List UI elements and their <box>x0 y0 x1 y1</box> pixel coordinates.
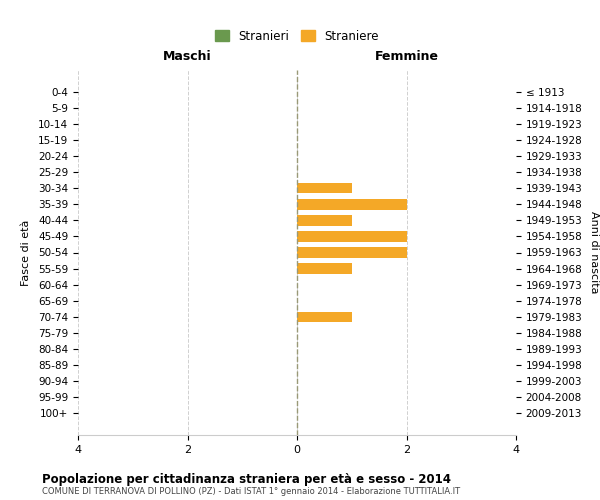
Bar <box>297 312 352 322</box>
Y-axis label: Anni di nascita: Anni di nascita <box>589 211 599 294</box>
Y-axis label: Fasce di età: Fasce di età <box>21 220 31 286</box>
Bar <box>297 215 352 226</box>
Bar <box>297 264 352 274</box>
Text: COMUNE DI TERRANOVA DI POLLINO (PZ) - Dati ISTAT 1° gennaio 2014 - Elaborazione : COMUNE DI TERRANOVA DI POLLINO (PZ) - Da… <box>42 488 460 496</box>
Text: Femmine: Femmine <box>374 50 439 62</box>
Text: Maschi: Maschi <box>163 50 212 62</box>
Bar <box>297 231 407 241</box>
Bar <box>297 183 352 194</box>
Legend: Stranieri, Straniere: Stranieri, Straniere <box>210 25 384 47</box>
Bar <box>297 199 407 209</box>
Text: Popolazione per cittadinanza straniera per età e sesso - 2014: Popolazione per cittadinanza straniera p… <box>42 472 451 486</box>
Bar <box>297 248 407 258</box>
